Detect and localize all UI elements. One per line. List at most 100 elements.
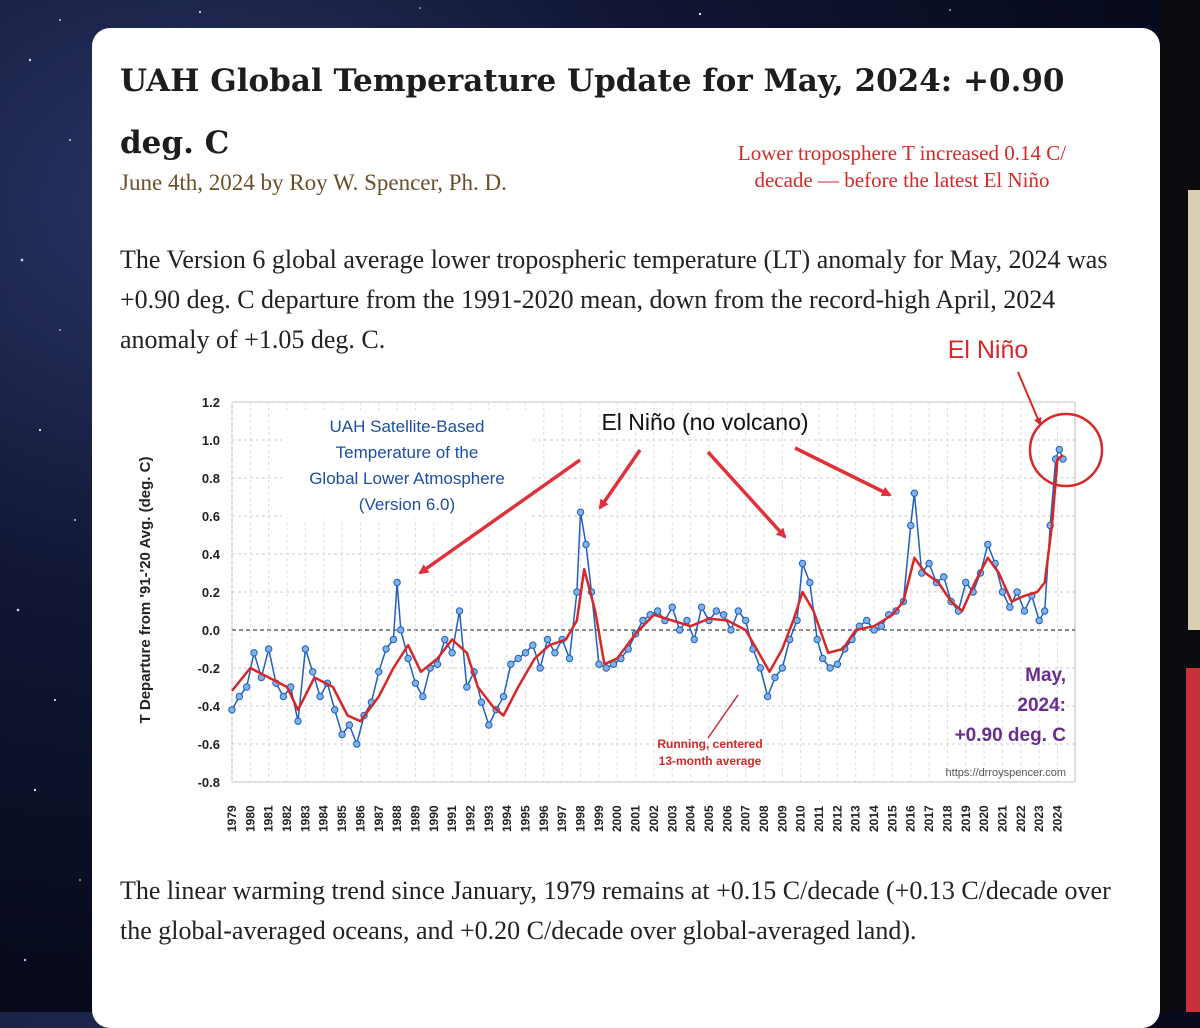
monthly-data-point bbox=[551, 649, 559, 657]
y-tick-label: 0.6 bbox=[202, 509, 220, 524]
monthly-data-point bbox=[331, 706, 339, 714]
y-tick-label: 1.0 bbox=[202, 433, 220, 448]
chart-title-line1: UAH Satellite-Based bbox=[330, 417, 485, 436]
monthly-data-point bbox=[411, 679, 420, 687]
monthly-data-point bbox=[573, 588, 581, 596]
arrow-2024-icon bbox=[1017, 371, 1042, 426]
monthly-data-point bbox=[1040, 607, 1049, 615]
x-tick-label: 2020 bbox=[977, 805, 991, 832]
monthly-data-point bbox=[756, 664, 765, 672]
monthly-data-point bbox=[228, 706, 236, 714]
chart-title-line2: Temperature of the bbox=[336, 443, 479, 462]
x-tick-label: 1980 bbox=[243, 805, 257, 832]
running-average-pointer bbox=[707, 694, 739, 739]
monthly-data-point bbox=[602, 664, 610, 672]
monthly-data-point bbox=[397, 626, 405, 634]
x-tick-label: 2021 bbox=[995, 805, 1009, 832]
x-tick-label: 1991 bbox=[445, 805, 459, 832]
monthly-data-point bbox=[242, 683, 251, 691]
x-tick-label: 2000 bbox=[610, 805, 624, 832]
x-tick-label: 2008 bbox=[757, 805, 771, 832]
monthly-data-point bbox=[235, 692, 244, 701]
monthly-data-point bbox=[529, 641, 537, 649]
monthly-data-point bbox=[940, 573, 948, 581]
monthly-data-point bbox=[543, 635, 552, 644]
monthly-data-point bbox=[1013, 588, 1021, 596]
x-tick-label: 2019 bbox=[959, 805, 973, 832]
x-tick-label: 1997 bbox=[555, 805, 569, 832]
monthly-data-point bbox=[507, 660, 515, 668]
x-tick-label: 1987 bbox=[372, 805, 386, 832]
monthly-data-point bbox=[668, 603, 676, 611]
monthly-data-point bbox=[727, 626, 735, 634]
y-tick-label: -0.2 bbox=[198, 661, 220, 676]
x-tick-label: 1999 bbox=[592, 805, 606, 832]
monthly-data-point bbox=[1035, 616, 1043, 625]
y-tick-label: -0.6 bbox=[198, 737, 220, 752]
y-tick-label: 0.2 bbox=[202, 585, 220, 600]
x-tick-label: 2016 bbox=[904, 805, 918, 832]
x-tick-label: 2006 bbox=[720, 805, 734, 832]
running-average-line bbox=[231, 454, 1064, 723]
arrow-2010-icon bbox=[706, 450, 787, 539]
monthly-data-point bbox=[719, 611, 728, 619]
y-tick-label: 0.8 bbox=[202, 471, 220, 486]
monthly-data-point bbox=[741, 616, 750, 625]
x-tick-label: 2009 bbox=[775, 805, 789, 832]
monthly-data-point bbox=[984, 540, 992, 549]
monthly-data-point bbox=[962, 578, 970, 587]
chart-title-line3: Global Lower Atmosphere bbox=[309, 469, 505, 488]
monthly-data-point bbox=[448, 649, 456, 657]
trend-annotation-line2: decade — before the latest El Niño bbox=[754, 168, 1050, 192]
monthly-data-point bbox=[345, 721, 354, 729]
right-edge-tan-bar bbox=[1188, 190, 1200, 630]
chart-title: UAH Satellite-Based Temperature of the G… bbox=[282, 410, 532, 518]
el-nino-no-volcano-label: El Niño (no volcano) bbox=[601, 409, 808, 435]
y-tick-label: 1.2 bbox=[202, 395, 220, 410]
right-edge-panel bbox=[1160, 0, 1200, 1012]
post-byline: June 4th, 2024 by Roy W. Spencer, Ph. D. bbox=[120, 170, 507, 195]
y-axis-label: T Departure from '91-'20 Avg. (deg. C) bbox=[137, 457, 154, 724]
monthly-data-point bbox=[279, 692, 288, 701]
monthly-data-point bbox=[907, 521, 915, 530]
monthly-data-point bbox=[826, 664, 834, 672]
monthly-data-point bbox=[404, 654, 412, 663]
monthly-data-point bbox=[338, 730, 346, 739]
x-tick-label: 2010 bbox=[794, 805, 808, 832]
monthly-data-point bbox=[477, 698, 486, 706]
x-tick-label: 1981 bbox=[262, 805, 276, 832]
x-tick-label: 2023 bbox=[1032, 805, 1046, 832]
chart-title-line4: (Version 6.0) bbox=[359, 495, 455, 514]
monthly-data-point bbox=[910, 489, 919, 497]
monthly-data-point bbox=[712, 607, 720, 615]
intro-paragraph: The Version 6 global average lower tropo… bbox=[120, 245, 1108, 354]
monthly-data-point bbox=[382, 645, 390, 653]
y-tick-labels: 1.2 1.0 0.8 0.6 0.4 0.2 0.0 -0.2 -0.4 -0.6 -0.8 bbox=[198, 395, 221, 790]
x-tick-label: 1983 bbox=[298, 805, 312, 832]
running-average-line1: Running, centered bbox=[657, 737, 762, 751]
running-average-annotation: Running, centered 13-month average bbox=[657, 737, 762, 768]
monthly-data-point bbox=[925, 559, 933, 568]
trend-paragraph: The linear warming trend since January, … bbox=[120, 876, 1111, 945]
monthly-data-point bbox=[998, 588, 1007, 596]
trend-annotation-line1: Lower troposphere T increased 0.14 C/ bbox=[737, 141, 1067, 165]
monthly-data-point bbox=[375, 668, 383, 676]
monthly-data-point bbox=[734, 607, 743, 615]
x-tick-label: 1988 bbox=[390, 805, 404, 832]
x-tick-label: 1986 bbox=[353, 805, 367, 832]
monthly-data-point bbox=[833, 660, 842, 668]
monthly-data-point bbox=[653, 607, 662, 615]
x-tick-label: 2005 bbox=[702, 805, 716, 832]
monthly-data-point bbox=[499, 692, 508, 701]
x-tick-label: 1995 bbox=[519, 805, 533, 832]
monthly-data-point bbox=[778, 664, 787, 672]
may-line3: +0.90 deg. C bbox=[955, 725, 1067, 746]
monthly-data-point bbox=[1055, 445, 1064, 454]
chart-series bbox=[228, 445, 1067, 748]
monthly-data-point bbox=[521, 649, 530, 657]
x-tick-label: 2011 bbox=[812, 806, 826, 832]
arrow-1988-icon bbox=[418, 458, 582, 575]
post-title[interactable]: UAH Global Temperature Update for May, 2… bbox=[120, 63, 1065, 161]
